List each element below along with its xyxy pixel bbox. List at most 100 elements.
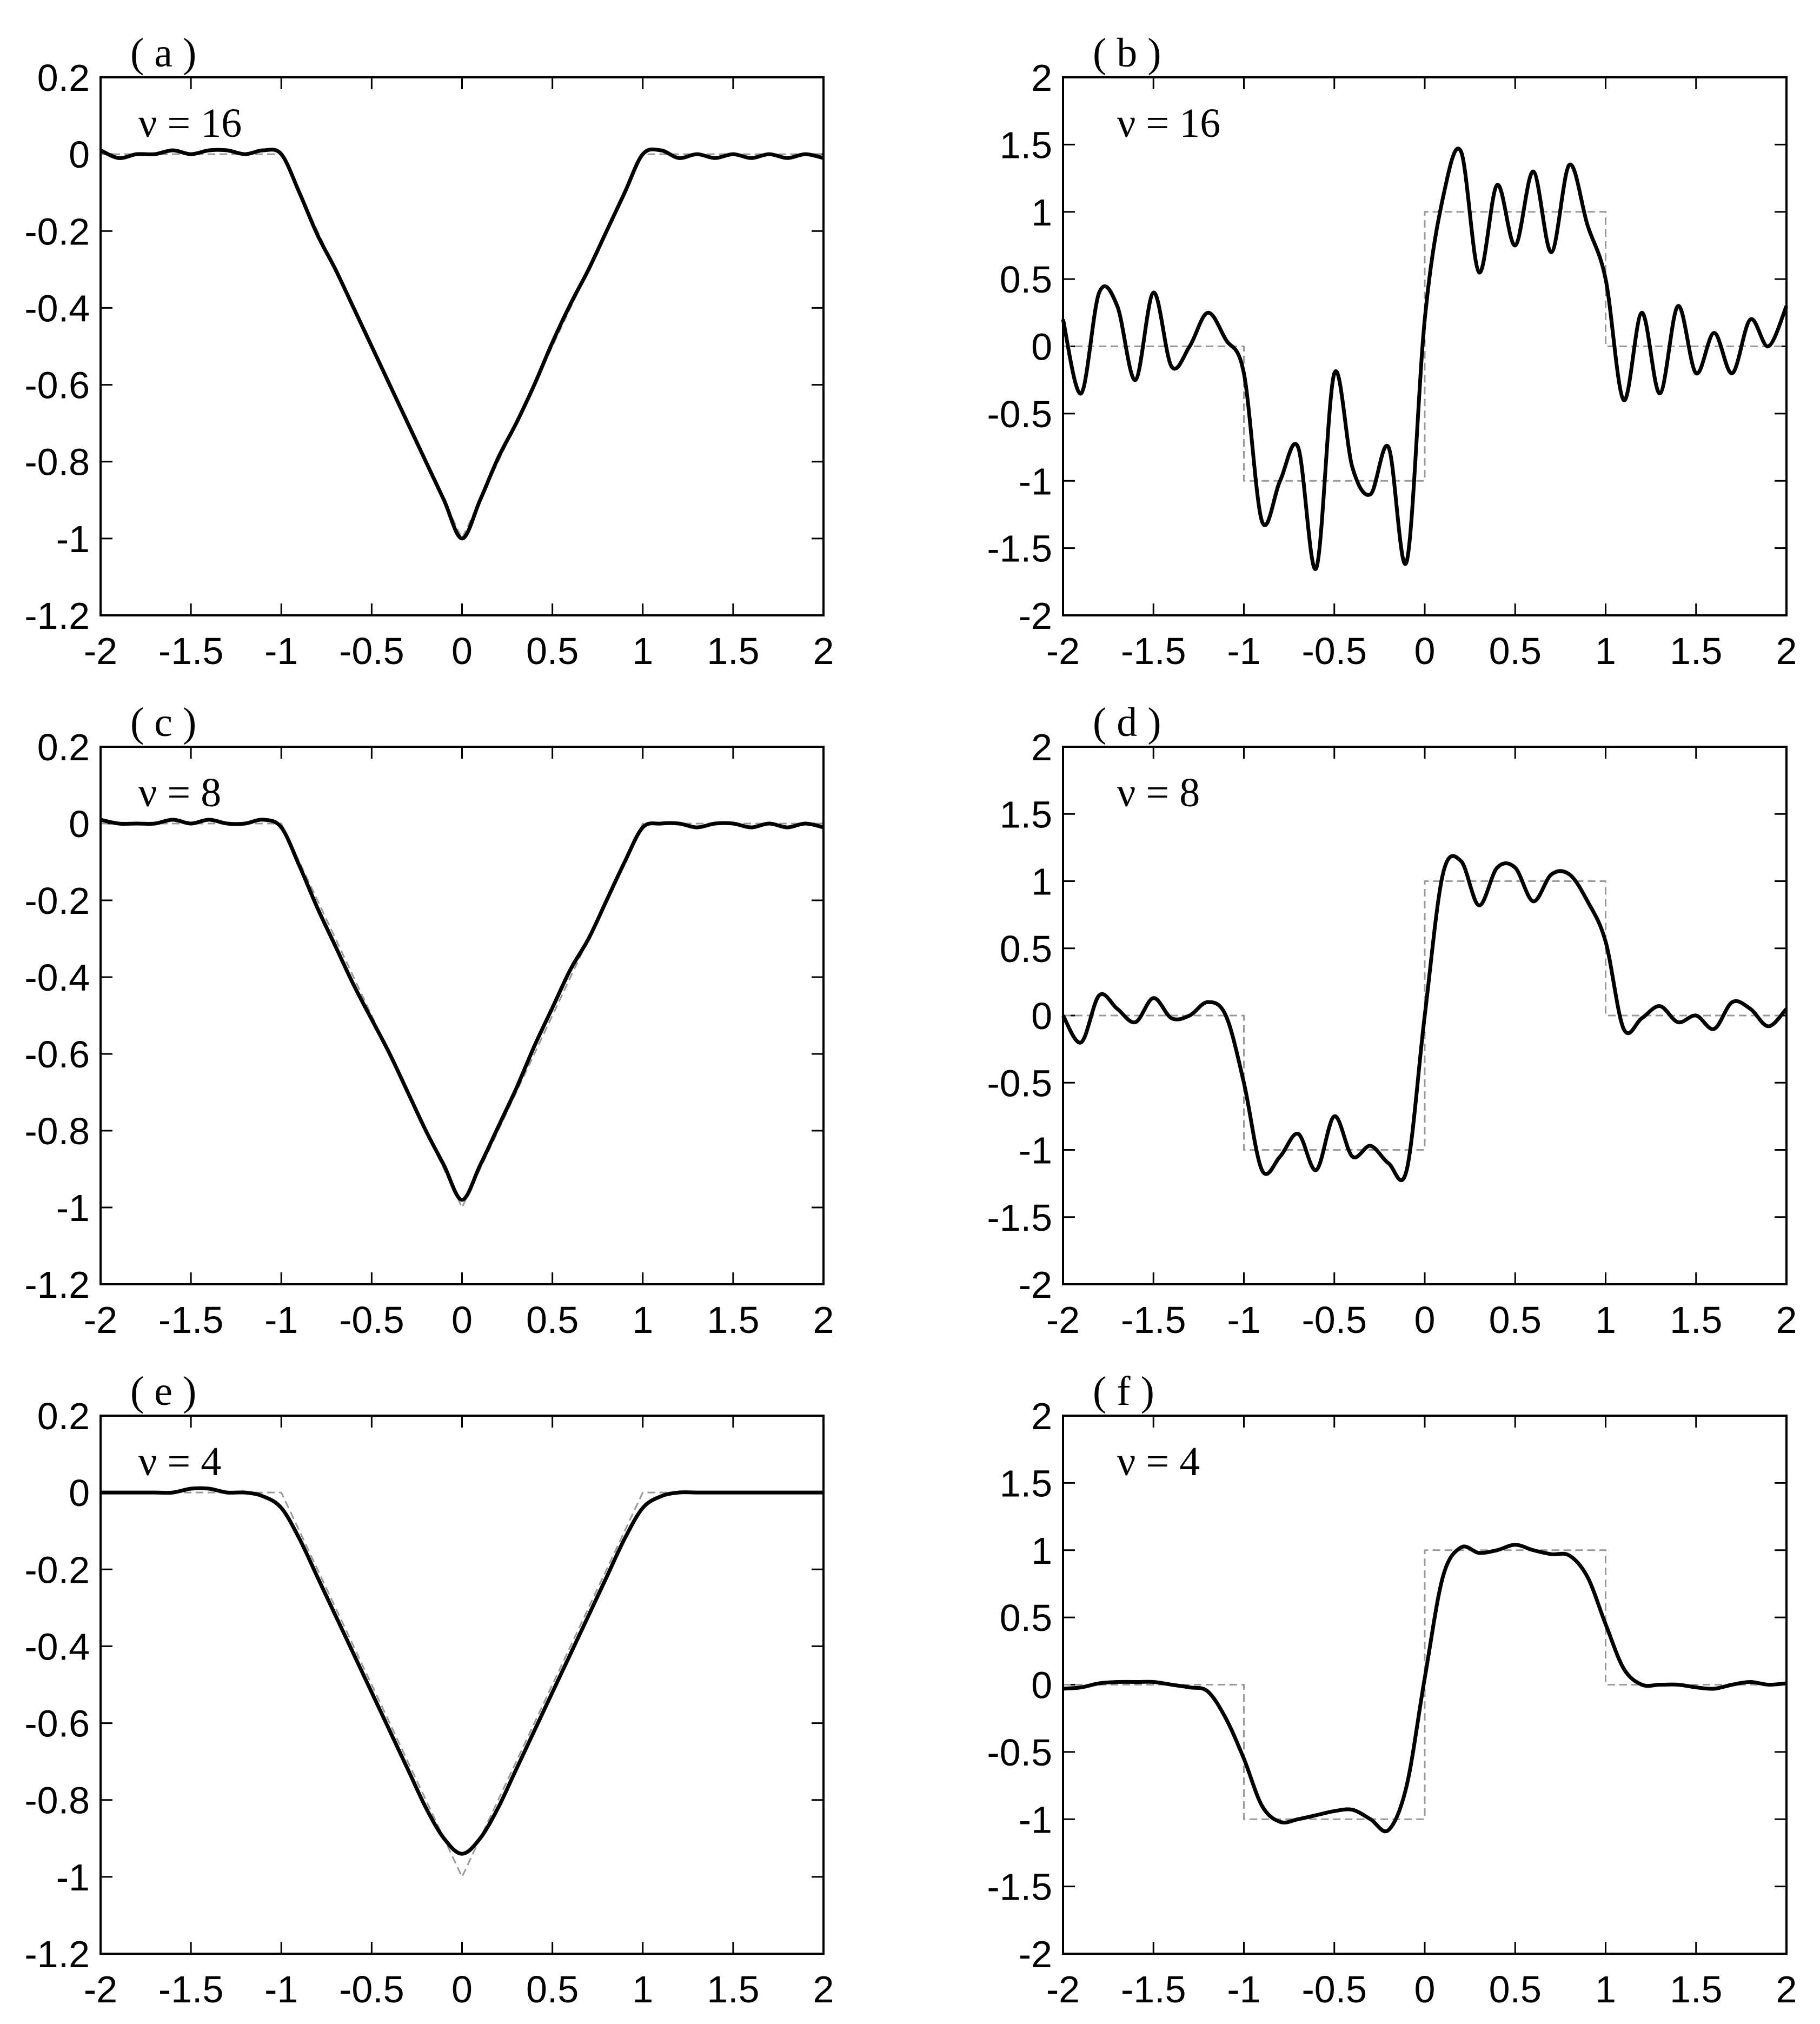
x-tick-label: -0.5 <box>1301 630 1367 672</box>
x-tick-label: -2 <box>1046 630 1080 672</box>
y-tick-label: 0.2 <box>37 57 90 99</box>
y-tick-label: -0.4 <box>24 957 90 999</box>
x-tick-label: -1 <box>1227 1299 1260 1341</box>
y-tick-label: -1 <box>1019 460 1052 502</box>
y-tick-label: 0 <box>1031 1664 1052 1707</box>
panel-label: ( f ) <box>1093 1369 1154 1414</box>
panel-label: ( d ) <box>1093 700 1161 745</box>
y-tick-label: 2 <box>1031 726 1052 768</box>
y-tick-label: -1 <box>1019 1799 1052 1841</box>
annotation: ν = 8 <box>138 770 221 815</box>
x-tick-label: 1 <box>632 630 653 672</box>
x-tick-label: 2 <box>813 1968 834 2010</box>
annotation: ν = 4 <box>138 1439 221 1484</box>
x-tick-label: 1 <box>1595 1299 1616 1341</box>
y-tick-label: -0.8 <box>24 1110 90 1152</box>
y-tick-label: 0 <box>1031 326 1052 368</box>
y-tick-label: -0.8 <box>24 441 90 483</box>
approximation-line <box>100 818 824 1202</box>
x-tick-label: -1.5 <box>1121 1299 1186 1341</box>
x-tick-label: 0.5 <box>1489 630 1542 672</box>
y-tick-label: -0.8 <box>24 1780 90 1822</box>
plot-frame <box>1062 76 1788 616</box>
y-tick-label: -0.6 <box>24 1033 90 1076</box>
x-tick-label: 1.5 <box>1670 630 1722 672</box>
y-tick-label: -1.5 <box>987 528 1052 570</box>
y-tick-label: 0.2 <box>37 1395 90 1437</box>
plot-frame <box>1062 1415 1788 1955</box>
x-tick-label: -0.5 <box>339 1299 404 1341</box>
x-tick-label: -1 <box>264 1299 298 1341</box>
x-tick-label: -1.5 <box>1121 1968 1186 2010</box>
panel-label: ( a ) <box>130 30 196 76</box>
x-tick-label: -2 <box>84 630 117 672</box>
y-tick-label: 0.5 <box>1000 1597 1052 1639</box>
y-tick-label: -1 <box>1019 1130 1052 1172</box>
y-tick-label: 2 <box>1031 57 1052 99</box>
y-tick-label: -0.4 <box>24 287 90 329</box>
x-tick-label: 0 <box>451 1299 473 1341</box>
annotation: ν = 16 <box>1117 101 1220 146</box>
x-tick-label: 0 <box>1414 630 1436 672</box>
x-tick-label: 2 <box>1776 630 1797 672</box>
x-tick-label: -0.5 <box>339 630 404 672</box>
x-tick-label: 1 <box>1595 630 1616 672</box>
y-tick-label: 0 <box>69 803 90 845</box>
annotation: ν = 16 <box>138 101 242 146</box>
x-tick-label: -1.5 <box>158 1968 224 2010</box>
y-tick-label: 1.5 <box>1000 793 1052 835</box>
annotation: ν = 8 <box>1117 770 1200 815</box>
y-tick-label: -1 <box>56 1187 90 1229</box>
y-tick-label: 0 <box>69 134 90 176</box>
x-tick-label: 1.5 <box>707 1968 759 2010</box>
plot-frame <box>99 76 825 616</box>
x-tick-label: -1.5 <box>158 630 224 672</box>
panel-label: ( c ) <box>130 700 196 745</box>
x-tick-label: 1 <box>632 1299 653 1341</box>
x-tick-label: 0 <box>451 630 473 672</box>
x-tick-label: -1 <box>1227 630 1260 672</box>
x-tick-label: -0.5 <box>339 1968 404 2010</box>
approximation-line <box>1061 854 1788 1182</box>
y-tick-label: -0.6 <box>24 1703 90 1745</box>
y-tick-label: 0.2 <box>37 726 90 768</box>
y-tick-label: -1.2 <box>24 1933 90 1975</box>
y-tick-label: -1 <box>56 518 90 560</box>
y-tick-label: 1 <box>1031 191 1052 234</box>
x-tick-label: -1.5 <box>1121 630 1186 672</box>
x-tick-label: 0 <box>1414 1968 1436 2010</box>
x-tick-label: 2 <box>813 1299 834 1341</box>
reference-line <box>101 1491 823 1878</box>
y-tick-label: -1.2 <box>24 1264 90 1306</box>
y-tick-label: -2 <box>1019 1264 1052 1306</box>
approximation-line <box>1062 1543 1787 1834</box>
plot-frame <box>1062 746 1788 1285</box>
x-tick-label: -1 <box>264 1968 298 2010</box>
y-tick-label: -0.2 <box>24 880 90 922</box>
x-tick-label: -2 <box>84 1299 117 1341</box>
approximation-line <box>100 1486 823 1856</box>
x-tick-label: 0 <box>451 1968 473 2010</box>
y-tick-label: -0.2 <box>24 1549 90 1591</box>
y-tick-label: -2 <box>1019 595 1052 637</box>
x-tick-label: -0.5 <box>1301 1968 1367 2010</box>
approximation-line <box>1061 147 1789 571</box>
x-tick-label: 0.5 <box>526 1968 579 2010</box>
x-tick-label: -0.5 <box>1301 1299 1367 1341</box>
x-tick-label: -2 <box>1046 1968 1080 2010</box>
x-tick-label: -1 <box>1227 1968 1260 2010</box>
x-tick-label: 1.5 <box>707 630 759 672</box>
annotation: ν = 4 <box>1117 1439 1200 1484</box>
x-tick-label: 2 <box>1776 1968 1797 2010</box>
x-tick-label: 1.5 <box>707 1299 759 1341</box>
y-tick-label: 0.5 <box>1000 928 1052 970</box>
y-tick-label: -1 <box>56 1856 90 1899</box>
x-tick-label: 1 <box>1595 1968 1616 2010</box>
y-tick-label: 1 <box>1031 1530 1052 1572</box>
y-tick-label: 1.5 <box>1000 124 1052 166</box>
x-tick-label: 0 <box>1414 1299 1436 1341</box>
y-tick-label: -0.6 <box>24 364 90 407</box>
x-tick-label: -2 <box>84 1968 117 2010</box>
plot-frame <box>99 746 825 1285</box>
x-tick-label: 1.5 <box>1670 1299 1722 1341</box>
